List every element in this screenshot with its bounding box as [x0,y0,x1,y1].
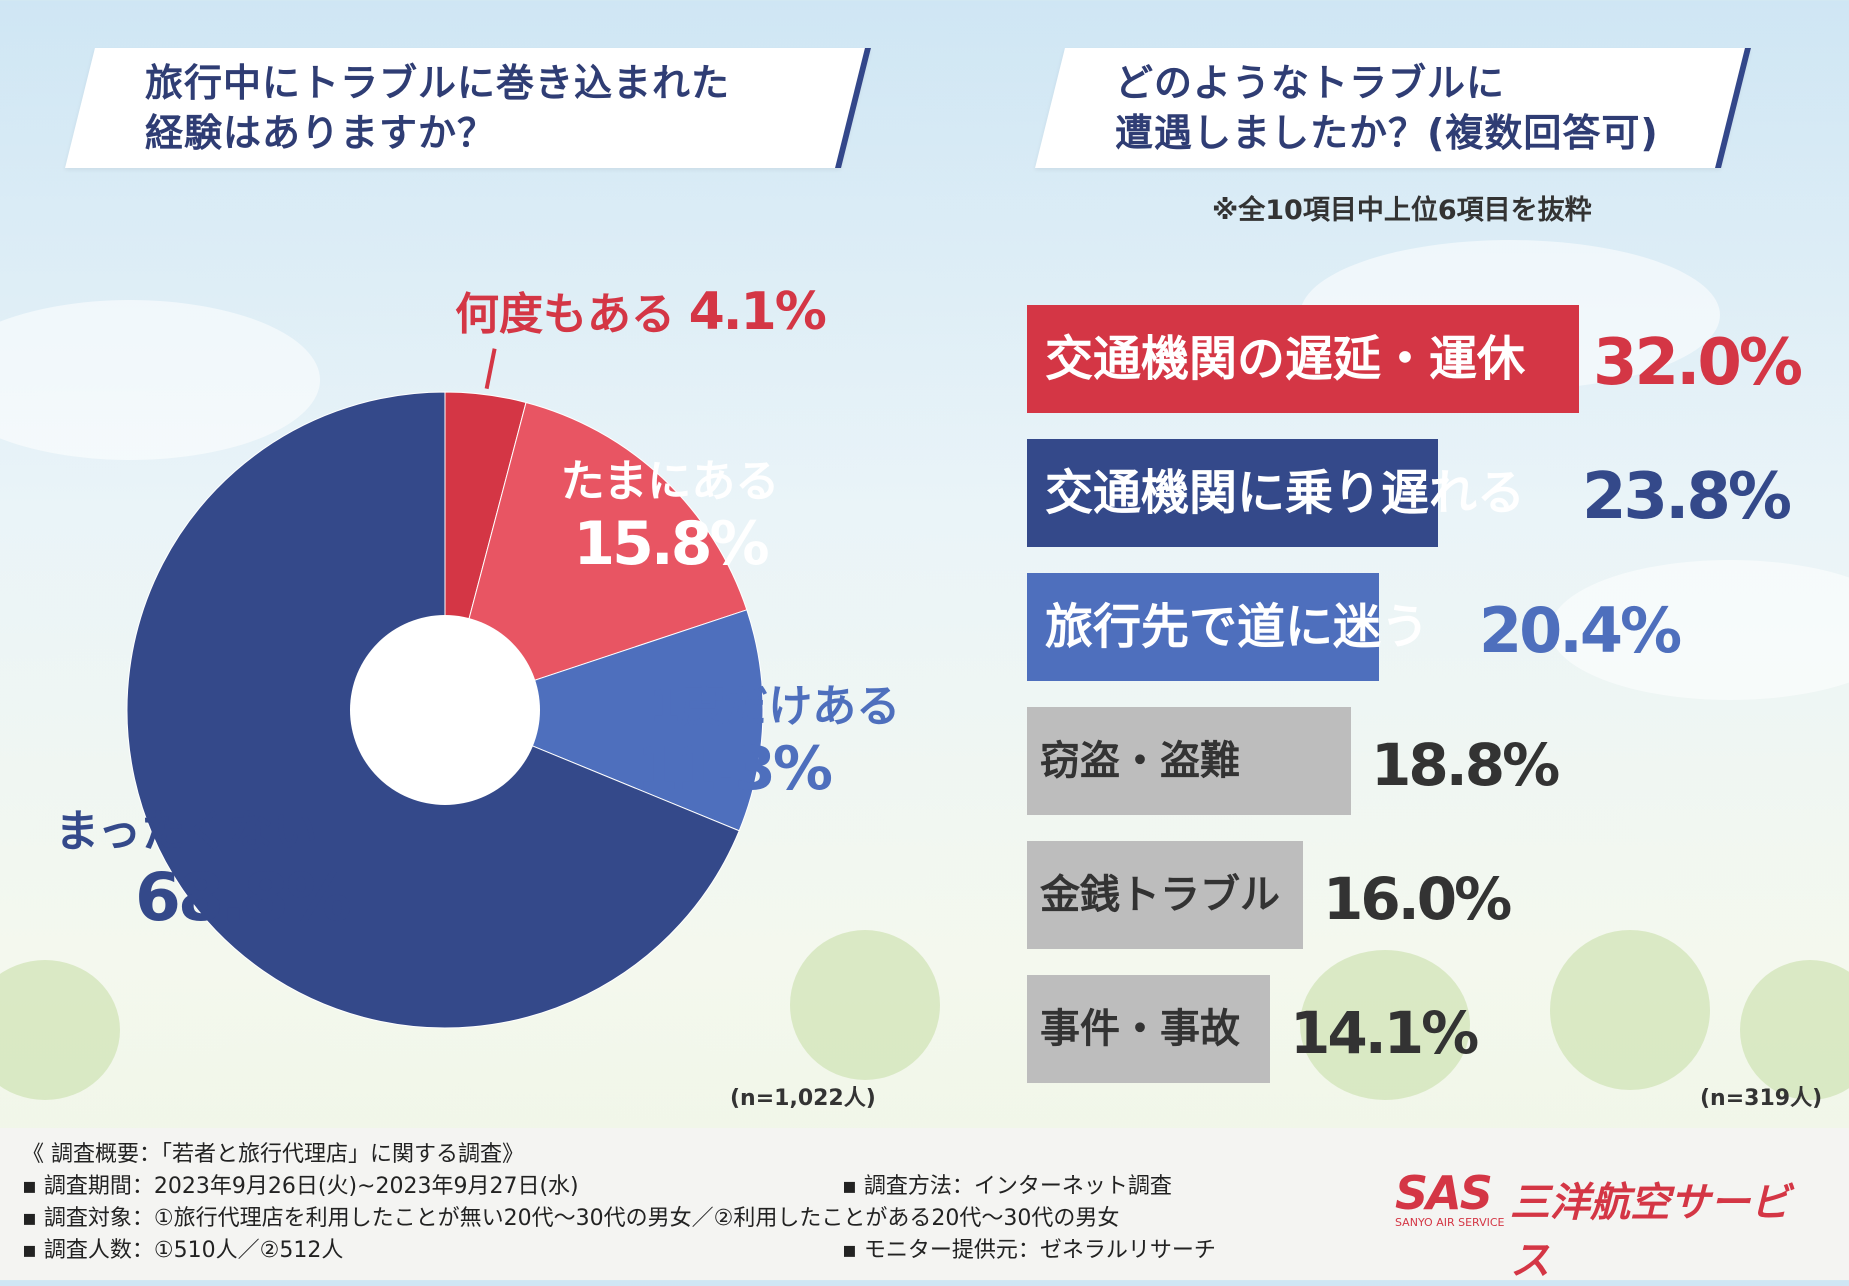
bar-4 [1027,707,1351,815]
pie-category-never: まったくない [55,806,318,857]
footer-count: ▪ 調査人数：①510人／②512人 [22,1238,344,1263]
pie-sample-size: (n=1,022人) [730,1086,876,1111]
tree-decoration [1550,930,1710,1090]
bar-label-3: 旅行先で道に迷う [1045,599,1430,655]
right-title: どのようなトラブルに 遭遇しましたか？(複数回答可) [1115,58,1659,158]
right-title-line2: 遭遇しましたか？(複数回答可) [1115,111,1659,155]
logo-name: 三洋航空サービス [1510,1180,1790,1284]
tree-decoration [1300,950,1470,1100]
bar-2 [1027,439,1438,547]
right-note: ※全10項目中上位6項目を抜粋 [1212,195,1592,226]
bar-6 [1027,975,1270,1083]
footer-target: ▪ 調査対象：①旅行代理店を利用したことが無い20代～30代の男女／②利用したこ… [22,1206,1120,1231]
pie-label-once: 1度だけある 11.3% [630,670,920,804]
bar-5 [1027,841,1303,949]
pie-value-sometimes: 15.8% [573,509,769,579]
pie-category-once: 1度だけある [649,681,901,732]
footer-provider: ▪ モニター提供元：ゼネラルリサーチ [842,1238,1216,1263]
pie-label-sometimes: たまにある 15.8% [540,445,800,579]
footer-heading: 《 調査概要：「若者と旅行代理店」に関する調査》 [22,1142,524,1167]
pie-category-sometimes: たまにある [560,456,780,507]
pie-slice-often [444,391,527,711]
bar-label-4: 窃盗・盗難 [1040,738,1240,784]
bar-1 [1027,305,1579,413]
cloud-decoration [1550,560,1849,700]
footer-period: ▪ 調査期間：2023年9月26日(火)~2023年9月27日(水) [22,1174,579,1199]
tree-decoration [0,960,120,1100]
left-title-line1: 旅行中にトラブルに巻き込まれた [145,61,731,105]
pie-leader-line [484,348,497,390]
bar-value-1: 32.0% [1593,326,1803,400]
bar-sample-size: (n=319人) [1700,1086,1823,1111]
pie-label-often: 何度もある 4.1% [455,278,827,342]
bar-3 [1027,573,1379,681]
bar-value-2: 23.8% [1582,460,1792,534]
pie-value-never: 68.8% [135,859,352,936]
footer-method: ▪ 調査方法：インターネット調査 [842,1174,1172,1199]
pie-value-often: 4.1% [688,282,827,342]
bar-value-4: 18.8% [1371,731,1560,799]
pie-center-hole [350,615,540,805]
bar-value-6: 14.1% [1290,999,1479,1067]
right-title-line1: どのようなトラブルに [1115,61,1506,105]
left-title-line2: 経験はありますか？ [145,111,497,155]
logo-mark: SAS [1395,1166,1493,1220]
cloud-decoration [0,300,320,460]
pie-category-often: 何度もある [455,289,675,340]
tree-decoration [790,930,940,1080]
bar-label-5: 金銭トラブル [1040,872,1280,918]
bar-label-2: 交通機関に乗り遅れる [1045,465,1526,521]
logo-sub: SANYO AIR SERVICE [1395,1216,1505,1229]
bar-value-5: 16.0% [1323,865,1512,933]
footer [0,1128,1849,1280]
pie-label-never: まったくない 68.8% [55,795,375,936]
left-title: 旅行中にトラブルに巻き込まれた 経験はありますか？ [145,58,730,158]
bar-label-6: 事件・事故 [1040,1006,1240,1052]
bar-value-3: 20.4% [1479,594,1682,667]
tree-decoration [1740,960,1849,1100]
bar-label-1: 交通機関の遅延・運休 [1045,331,1526,387]
pie-value-once: 11.3% [636,734,833,804]
company-logo: SAS 三洋航空サービス SANYO AIR SERVICE [1395,1166,1815,1284]
